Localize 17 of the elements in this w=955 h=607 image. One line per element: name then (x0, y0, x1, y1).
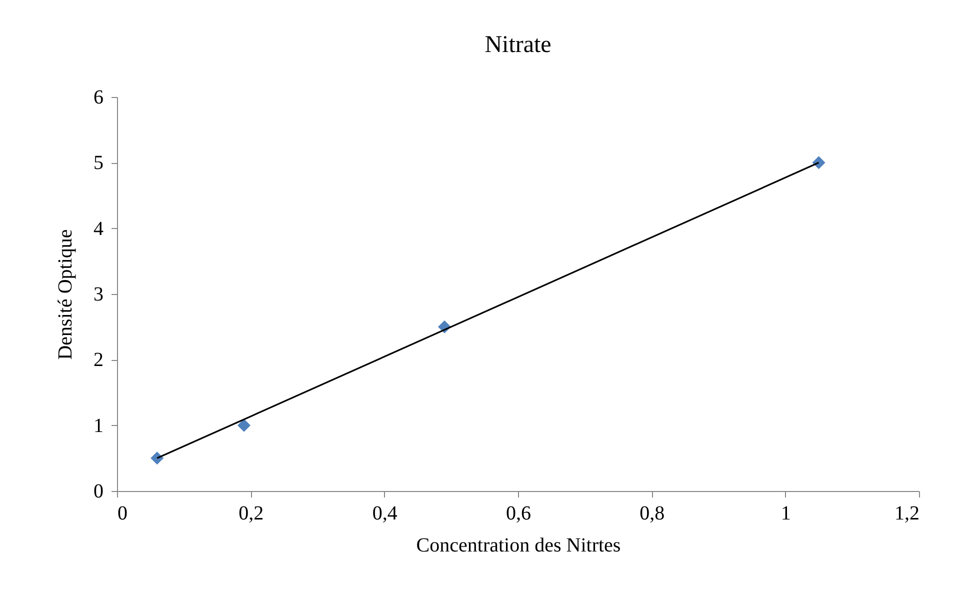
y-tick-label: 1 (94, 414, 104, 437)
y-tick-label: 0 (94, 480, 104, 502)
x-tick-label: 0,2 (238, 502, 264, 524)
x-axis-title: Concentration des Nitrtes (416, 534, 621, 556)
x-tick-label: 0,8 (640, 502, 665, 524)
x-tick-label: 0 (118, 502, 128, 524)
y-tick-label: 2 (94, 349, 104, 372)
y-tick-label: 5 (94, 152, 104, 174)
x-tick-label: 1,2 (894, 502, 920, 524)
x-tick-label: 0,6 (506, 502, 531, 524)
y-axis-title: Densité Optique (54, 229, 76, 360)
y-tick-label: 6 (94, 86, 104, 108)
chart-title: Nitrate (484, 32, 552, 58)
x-tick-label: 1 (780, 502, 791, 524)
y-tick-label: 4 (94, 218, 104, 240)
y-tick-label: 3 (94, 284, 104, 306)
x-tick-label: 0,4 (372, 502, 398, 524)
